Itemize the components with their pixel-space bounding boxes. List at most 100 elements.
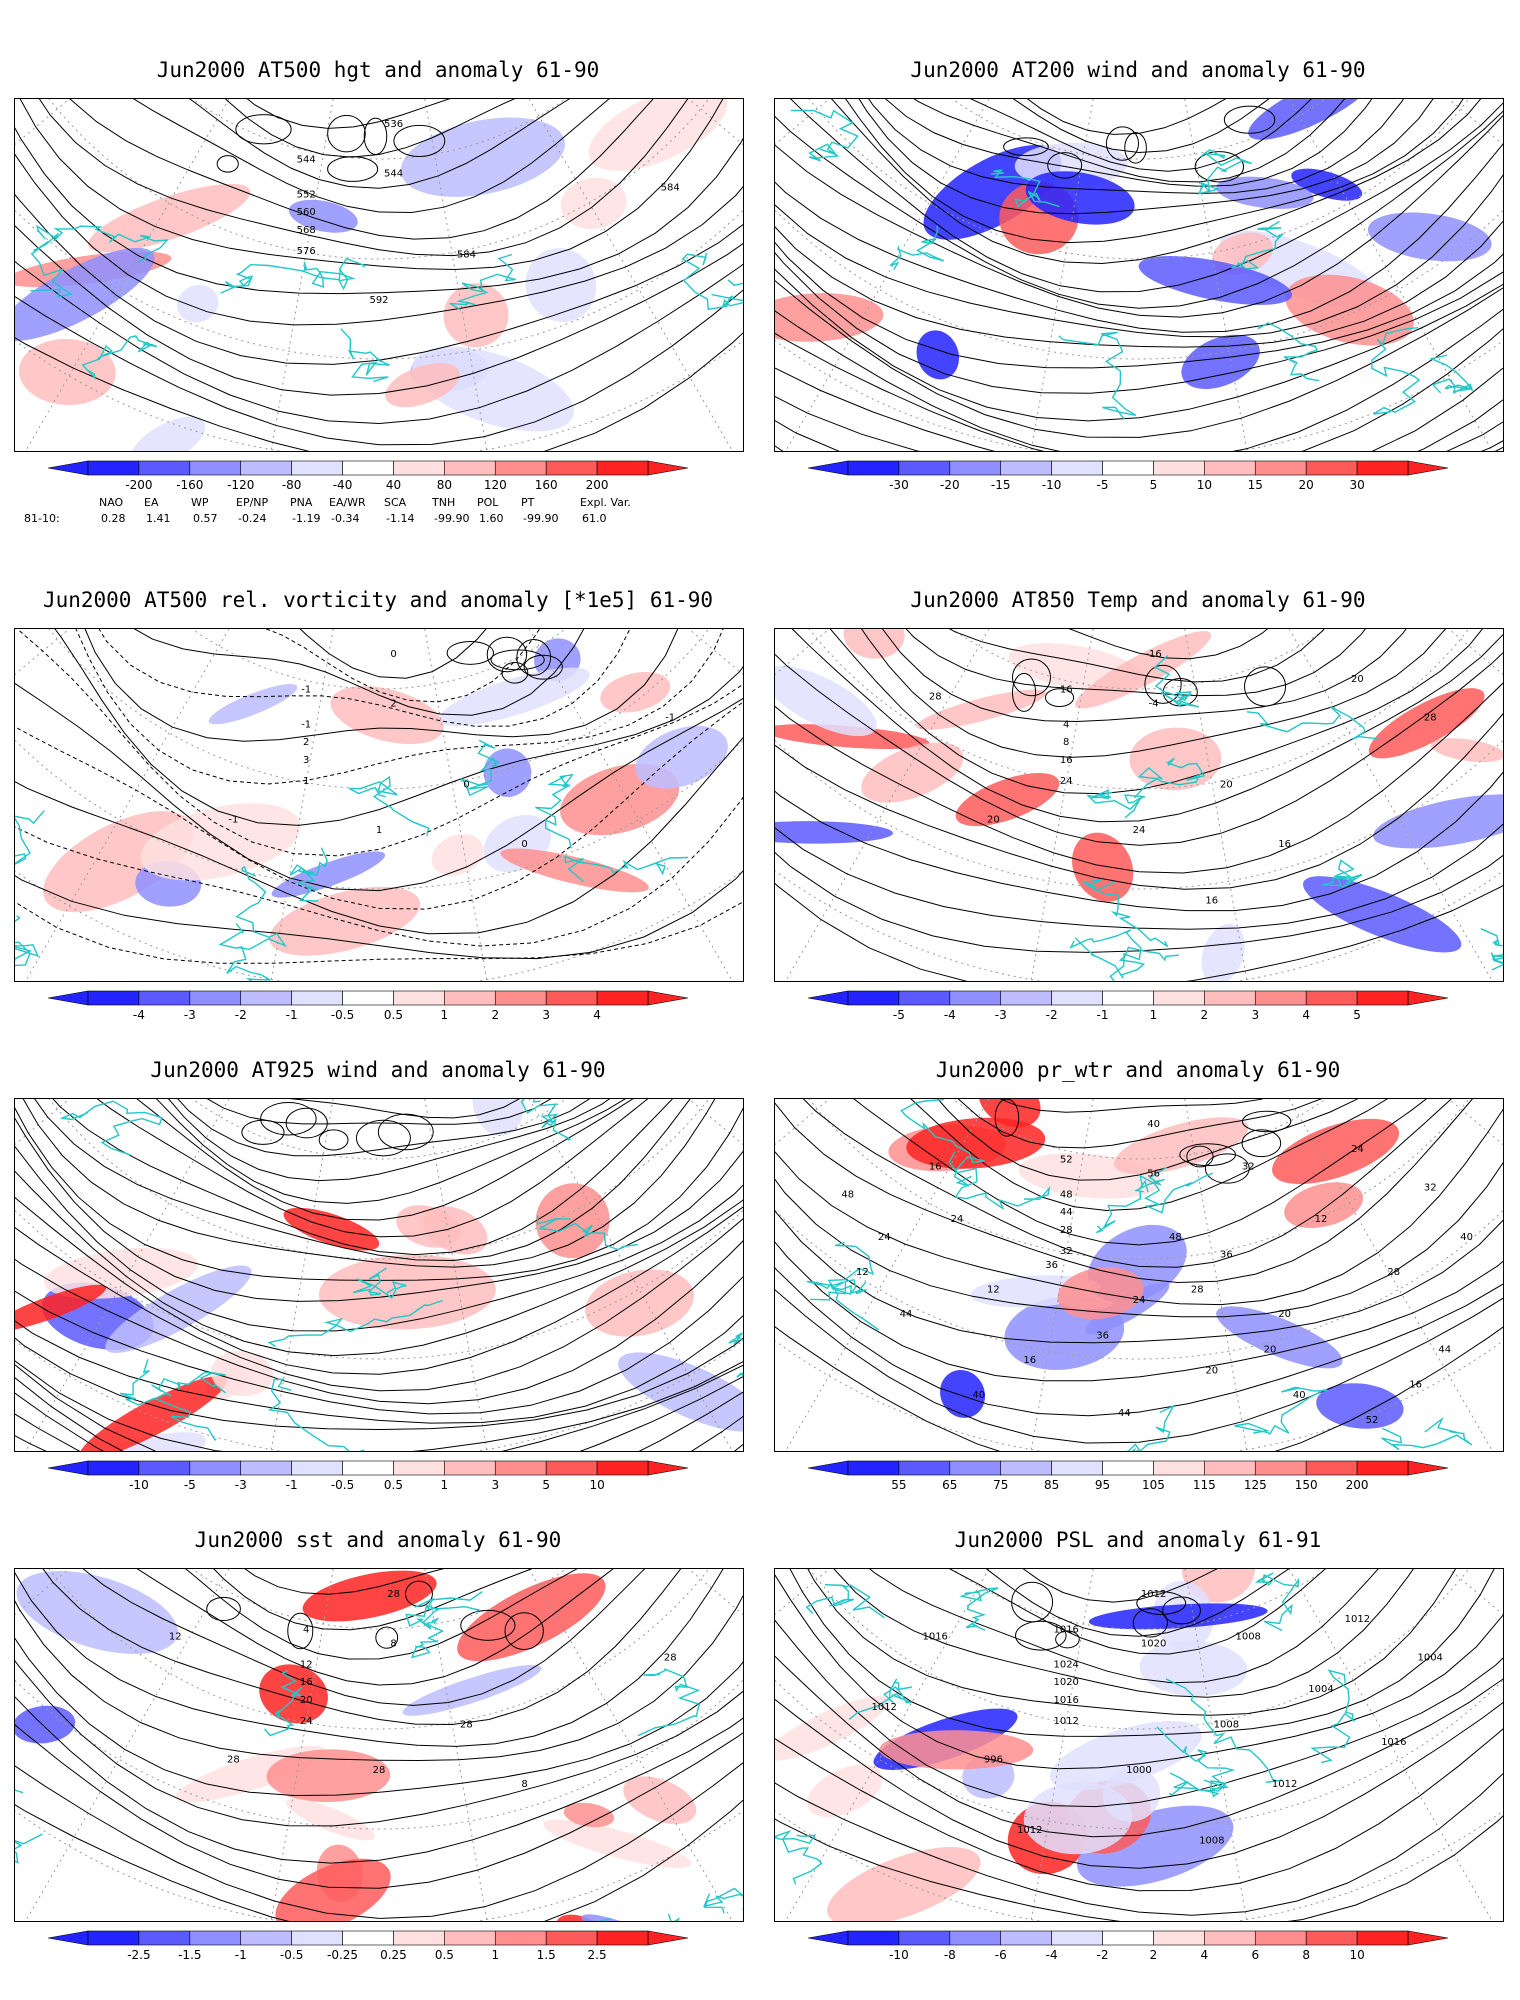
contour-label: 24 [1060, 776, 1073, 787]
contour-lines [775, 1099, 1503, 1451]
anomaly-shading [15, 1099, 743, 1451]
graticule [775, 1099, 1503, 1451]
teleconnection-index-value: -0.34 [331, 512, 360, 525]
contour-label: 552 [297, 190, 316, 201]
anomaly-region [47, 1432, 206, 1451]
contour-label: 28 [387, 1589, 400, 1600]
colorbar-swatch [898, 1930, 951, 1946]
contour-label: 996 [984, 1755, 1003, 1766]
teleconnection-index-name: SCA [384, 496, 407, 509]
colorbar-tick-label: 200 [585, 478, 609, 492]
panel-at925-wind: Jun2000 AT925 wind and anomaly 61-90 -10-… [14, 1058, 744, 1492]
colorbar-swatch [949, 990, 1002, 1006]
colorbar-swatch [240, 1930, 292, 1946]
colorbar-swatch [898, 460, 951, 476]
colorbar-swatch [494, 1930, 547, 1946]
anomaly-region [1368, 688, 1485, 759]
colorbar-swatch [596, 460, 649, 476]
panel-sst: Jun2000 sst and anomaly 61-90 28 4 8 12 16 20 2… [14, 1528, 744, 1962]
anomaly-region [210, 1351, 274, 1397]
colorbar-tick-label: 4 [593, 1008, 601, 1022]
anomaly-region [288, 199, 358, 233]
colorbar-swatch [596, 1930, 649, 1946]
colorbar-tick-label: 5 [1353, 1008, 1361, 1022]
contour-label: -16 [1145, 649, 1161, 660]
contour-label: 12 [856, 1267, 869, 1278]
colorbar-tick-label: 160 [534, 478, 558, 492]
streamlines [15, 1099, 743, 1451]
colorbar-swatch [87, 1460, 140, 1476]
colorbar-swatch [1153, 1930, 1205, 1946]
colorbar-tick-label: -4 [132, 1008, 145, 1022]
anomaly-region [1102, 1767, 1161, 1822]
anomaly-region [585, 1269, 694, 1337]
coastlines [15, 1591, 743, 1921]
teleconnection-index-name: NAO [99, 496, 124, 509]
colorbar-swatch [1356, 1460, 1409, 1476]
streamlines [775, 99, 1503, 451]
anomaly-region [438, 667, 590, 726]
colorbar-swatch [393, 1460, 445, 1476]
contour-label: 16 [1409, 1380, 1422, 1391]
contour-label: 8 [521, 1779, 527, 1790]
contour-label: 16 [1060, 755, 1073, 766]
colorbar-swatch [494, 1460, 547, 1476]
contour-label: 40 [972, 1390, 985, 1401]
colorbar-tick-label: -15 [990, 478, 1011, 492]
anomaly-shading [775, 99, 1492, 389]
colorbar-tick-label: 0.25 [380, 1948, 407, 1962]
contour-label: 36 [1096, 1330, 1109, 1341]
teleconnection-index-name: POL [477, 496, 499, 509]
colorbar-tick-label: -1 [285, 1008, 298, 1022]
colorbar-tick-label: -10 [889, 1948, 909, 1962]
colorbar: -5 -4 -3 -2 -1 1 2 3 4 5 [807, 990, 1449, 1025]
anomaly-region [1113, 1117, 1249, 1175]
contour-label: 32 [1242, 1161, 1255, 1172]
colorbar-under-arrow [807, 1460, 849, 1476]
colorbar-under-arrow [47, 460, 89, 476]
contour-label: 20 [1264, 1344, 1277, 1355]
graticule [15, 1569, 743, 1921]
colorbar-tick-label: 105 [1142, 1478, 1165, 1492]
colorbar-tick-label: 30 [1349, 478, 1365, 492]
colorbar-tick-label: -40 [332, 478, 353, 492]
contour-label: 1016 [1053, 1695, 1078, 1706]
colorbar-swatch [393, 990, 445, 1006]
colorbar-tick-label: 6 [1251, 1948, 1260, 1962]
colorbar-swatch [291, 1460, 343, 1476]
anomaly-region [431, 834, 484, 876]
contour-label: 560 [297, 207, 316, 218]
contour-label: 28 [1387, 1267, 1400, 1278]
contour-label: 20 [300, 1695, 313, 1706]
anomaly-region [43, 1247, 198, 1299]
contour-label: 20 [1205, 1366, 1218, 1377]
colorbar-swatch [291, 1930, 343, 1946]
contour-label: 584 [661, 183, 680, 194]
colorbar-tick-label: 115 [1192, 1478, 1216, 1492]
colorbar-swatch [444, 1930, 496, 1946]
colorbar-swatch [342, 990, 394, 1006]
contour-label: 1016 [1053, 1624, 1078, 1635]
colorbar-swatch [949, 1460, 1002, 1476]
anomaly-region [302, 1570, 437, 1622]
colorbar-swatch [1102, 990, 1154, 1006]
colorbar-swatch [87, 1930, 140, 1946]
contour-label: 52 [1060, 1154, 1073, 1165]
colorbar-swatch [1204, 1930, 1256, 1946]
anomaly-region [535, 1183, 610, 1259]
anomaly-region [807, 1764, 883, 1818]
contour-label: 1008 [1235, 1631, 1260, 1642]
teleconnection-index-value: 1.41 [146, 512, 171, 525]
contour-label: 8 [390, 1638, 396, 1649]
colorbar-tick-label: -160 [176, 478, 204, 492]
panel-at500-vort: Jun2000 AT500 rel. vorticity and anomaly… [14, 588, 744, 1022]
colorbar-swatch [1356, 460, 1409, 476]
contour-label: 44 [1438, 1344, 1451, 1355]
contour-label: 24 [951, 1214, 964, 1225]
colorbar-swatch [1102, 1930, 1154, 1946]
teleconnection-row-label: 81-10: [24, 512, 60, 525]
colorbar: -4 -3 -2 -1 -0.5 0.5 1 2 3 4 [47, 990, 689, 1025]
contour-label: 1 [303, 776, 309, 787]
colorbar-tick-label: 3 [491, 1478, 500, 1492]
coastlines [1069, 654, 1503, 981]
